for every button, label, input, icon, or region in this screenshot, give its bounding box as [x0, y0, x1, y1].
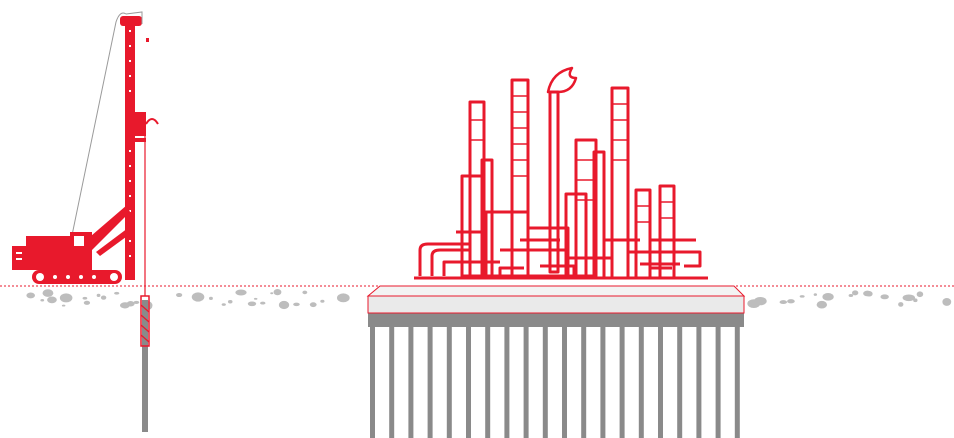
- gravel-stone: [42, 289, 54, 297]
- gravel-stone: [191, 292, 205, 302]
- gravel-stone: [822, 293, 834, 301]
- pile: [581, 327, 587, 438]
- gravel-stone: [221, 303, 226, 306]
- pile: [446, 327, 452, 438]
- gravel-stone: [83, 300, 91, 305]
- gravel-stone: [816, 300, 828, 309]
- gravel-stone: [61, 304, 66, 307]
- gravel-stone: [898, 302, 904, 307]
- gravel-stone: [100, 295, 107, 300]
- pile: [504, 327, 510, 438]
- gravel-stone: [293, 302, 300, 307]
- gravel-stone: [247, 301, 257, 307]
- piling-rig-icon: [12, 11, 159, 432]
- gravel-stone: [253, 297, 258, 300]
- pile: [542, 327, 548, 438]
- gravel-stone: [278, 300, 290, 310]
- gravel-stone: [302, 290, 308, 295]
- gravel-stone: [309, 302, 317, 308]
- gravel-stone: [273, 288, 282, 296]
- pile: [734, 327, 740, 438]
- gravel-stone: [916, 291, 924, 298]
- gravel-stone: [47, 296, 57, 304]
- soil-gravel: [26, 288, 952, 311]
- pile: [696, 327, 702, 438]
- pile: [389, 327, 395, 438]
- gravel-stone: [96, 293, 101, 297]
- pile: [485, 327, 491, 438]
- pile: [523, 327, 529, 438]
- gravel-stone: [114, 291, 120, 295]
- gravel-stone: [227, 300, 233, 304]
- gravel-stone: [913, 298, 918, 303]
- pile: [677, 327, 683, 438]
- gravel-stone: [176, 292, 183, 298]
- refinery-icon: [414, 66, 708, 280]
- gravel-stone: [26, 292, 35, 299]
- gravel-stone: [126, 301, 135, 307]
- gravel-stone: [848, 293, 854, 298]
- gravel-stone: [59, 293, 73, 303]
- gravel-stone: [902, 294, 916, 302]
- gravel-stone: [799, 295, 805, 298]
- gravel-stone: [40, 298, 45, 302]
- pile: [370, 327, 375, 438]
- gravel-stone: [852, 290, 859, 296]
- gravel-stone: [208, 296, 213, 301]
- gravel-stone: [865, 291, 873, 297]
- gravel-stone: [320, 299, 325, 303]
- pile: [427, 327, 433, 438]
- gravel-stone: [787, 299, 795, 304]
- gravel-stone: [336, 293, 350, 303]
- flare-flame-icon: [546, 66, 578, 94]
- pile: [562, 327, 567, 438]
- pile-cap: [368, 313, 744, 327]
- gravel-stone: [880, 294, 889, 300]
- gravel-stone: [235, 289, 247, 296]
- gravel-stone: [753, 296, 767, 306]
- gravel-stone: [270, 292, 274, 295]
- pile: [619, 327, 625, 438]
- gravel-stone: [82, 296, 88, 300]
- pile: [658, 327, 663, 438]
- pile: [715, 327, 721, 438]
- gravel-stone: [260, 301, 266, 305]
- gravel-stone: [133, 300, 140, 304]
- pile: [466, 327, 471, 438]
- gravel-stone: [942, 298, 952, 306]
- gravel-stone: [779, 300, 788, 305]
- concrete-slab: [366, 285, 746, 314]
- foundation-piles: [370, 327, 740, 438]
- pile: [408, 327, 414, 438]
- pile: [638, 327, 644, 438]
- gravel-stone: [813, 293, 818, 296]
- pile: [600, 327, 606, 438]
